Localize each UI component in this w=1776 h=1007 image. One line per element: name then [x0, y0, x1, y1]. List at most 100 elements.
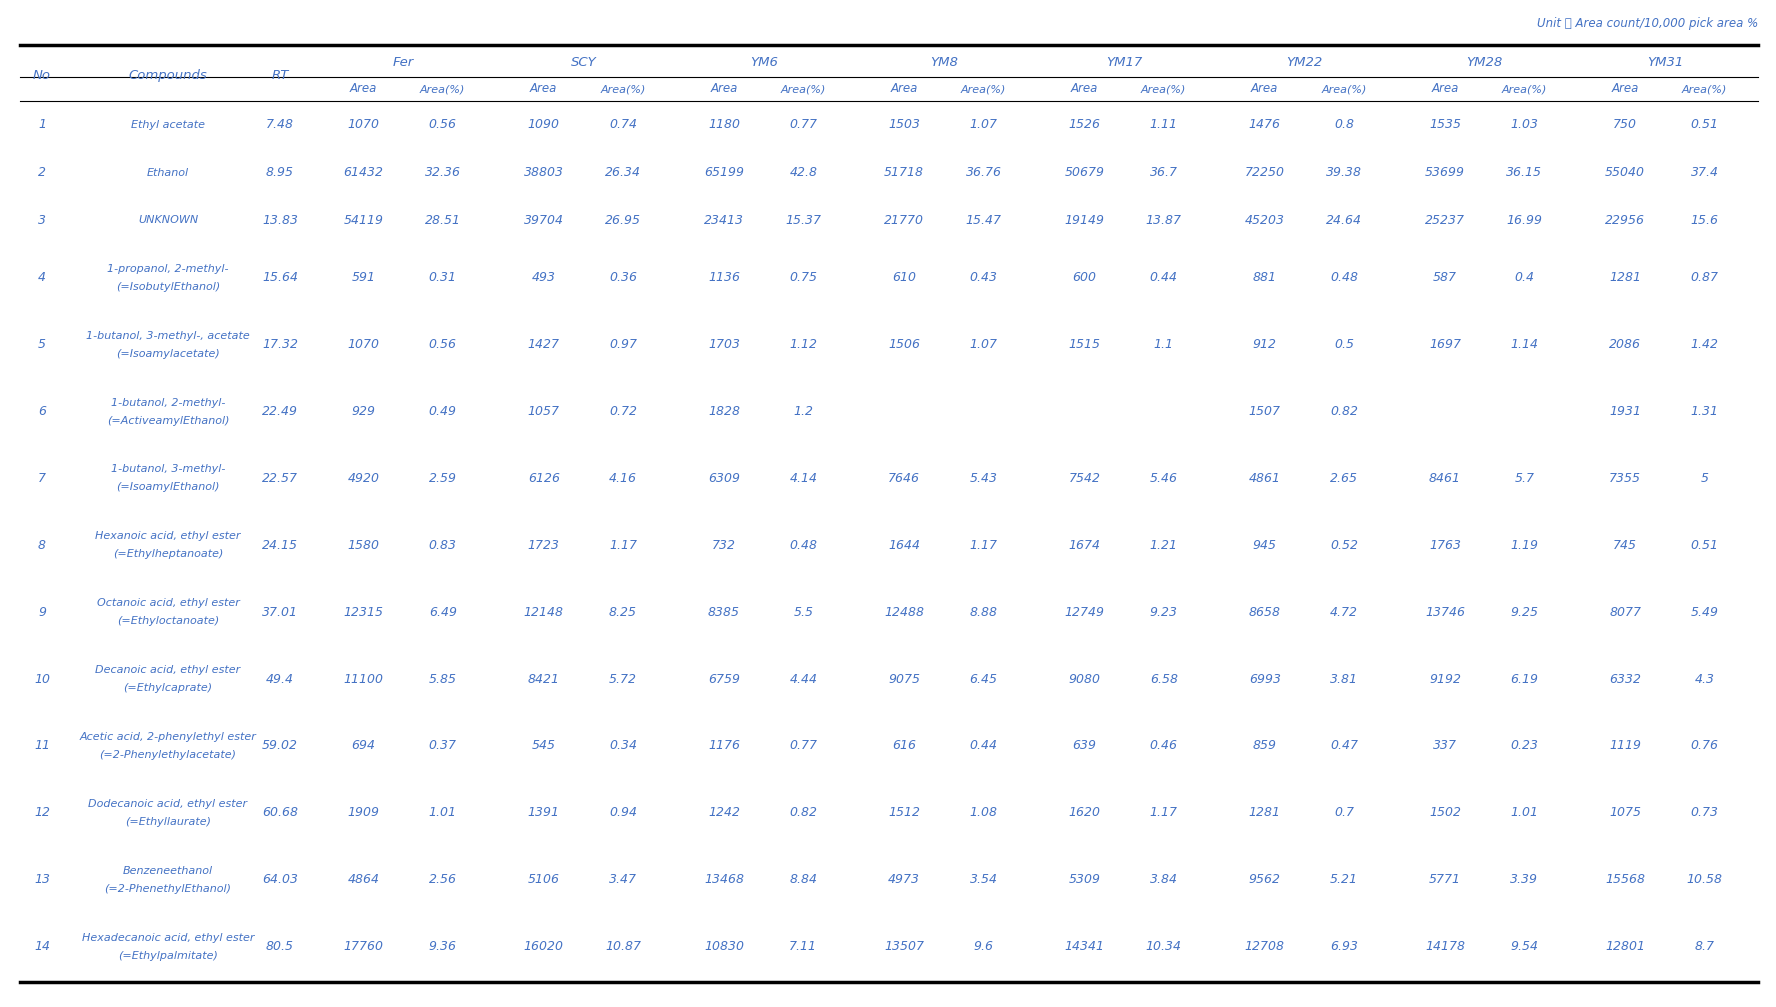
- Text: 6309: 6309: [709, 472, 741, 485]
- Text: 7.11: 7.11: [789, 941, 817, 953]
- Text: 13.87: 13.87: [1146, 213, 1181, 227]
- Text: (=Isoamylacetate): (=Isoamylacetate): [115, 348, 220, 358]
- Text: 881: 881: [1252, 271, 1277, 284]
- Text: 9.23: 9.23: [1149, 605, 1177, 618]
- Text: 3.47: 3.47: [609, 873, 638, 886]
- Text: 24.15: 24.15: [263, 539, 298, 552]
- Text: 0.73: 0.73: [1691, 807, 1719, 820]
- Text: Dodecanoic acid, ethyl ester: Dodecanoic acid, ethyl ester: [89, 799, 247, 809]
- Text: 15.37: 15.37: [785, 213, 821, 227]
- Text: 1763: 1763: [1430, 539, 1462, 552]
- Text: 6993: 6993: [1249, 673, 1280, 686]
- Text: 10.87: 10.87: [606, 941, 641, 953]
- Text: 1090: 1090: [527, 119, 559, 131]
- Text: 694: 694: [352, 739, 375, 752]
- Text: 1-butanol, 3-methyl-: 1-butanol, 3-methyl-: [110, 464, 226, 474]
- Text: 11100: 11100: [343, 673, 384, 686]
- Text: 0.56: 0.56: [428, 338, 456, 351]
- Text: 0.82: 0.82: [1330, 405, 1359, 418]
- Text: 3.84: 3.84: [1149, 873, 1177, 886]
- Text: 4864: 4864: [348, 873, 380, 886]
- Text: 0.5: 0.5: [1334, 338, 1353, 351]
- Text: 0.47: 0.47: [1330, 739, 1359, 752]
- Text: Area: Area: [890, 83, 918, 96]
- Text: Area(%): Area(%): [1501, 84, 1547, 94]
- Text: Benzeneethanol: Benzeneethanol: [123, 866, 213, 876]
- Text: 6.19: 6.19: [1510, 673, 1538, 686]
- Text: 0.87: 0.87: [1691, 271, 1719, 284]
- Text: 10830: 10830: [703, 941, 744, 953]
- Text: 0.37: 0.37: [428, 739, 456, 752]
- Text: 1644: 1644: [888, 539, 920, 552]
- Text: 38803: 38803: [524, 166, 563, 179]
- Text: 5: 5: [1701, 472, 1709, 485]
- Text: 1176: 1176: [709, 739, 741, 752]
- Text: 7355: 7355: [1609, 472, 1641, 485]
- Text: 1119: 1119: [1609, 739, 1641, 752]
- Text: Acetic acid, 2-phenylethyl ester: Acetic acid, 2-phenylethyl ester: [80, 732, 256, 742]
- Text: 42.8: 42.8: [789, 166, 817, 179]
- Text: 1723: 1723: [527, 539, 559, 552]
- Text: 1391: 1391: [527, 807, 559, 820]
- Text: 859: 859: [1252, 739, 1277, 752]
- Text: 39.38: 39.38: [1327, 166, 1362, 179]
- Text: 53699: 53699: [1424, 166, 1465, 179]
- Text: (=Ethyllaurate): (=Ethyllaurate): [124, 817, 211, 827]
- Text: 493: 493: [531, 271, 556, 284]
- Text: (=ActiveamylEthanol): (=ActiveamylEthanol): [107, 416, 229, 426]
- Text: 1.2: 1.2: [794, 405, 813, 418]
- Text: YM17: YM17: [1106, 55, 1142, 68]
- Text: (=IsobutylEthanol): (=IsobutylEthanol): [115, 282, 220, 292]
- Text: 0.51: 0.51: [1691, 119, 1719, 131]
- Text: Area: Area: [1431, 83, 1458, 96]
- Text: 1512: 1512: [888, 807, 920, 820]
- Text: 7646: 7646: [888, 472, 920, 485]
- Text: 8.25: 8.25: [609, 605, 638, 618]
- Text: 9.25: 9.25: [1510, 605, 1538, 618]
- Text: 12708: 12708: [1245, 941, 1284, 953]
- Text: 28.51: 28.51: [424, 213, 460, 227]
- Text: 12749: 12749: [1064, 605, 1105, 618]
- Text: 5: 5: [37, 338, 46, 351]
- Text: 1703: 1703: [709, 338, 741, 351]
- Text: 0.75: 0.75: [789, 271, 817, 284]
- Text: YM8: YM8: [931, 55, 957, 68]
- Text: 1070: 1070: [348, 338, 380, 351]
- Text: 5.72: 5.72: [609, 673, 638, 686]
- Text: 6: 6: [37, 405, 46, 418]
- Text: 0.52: 0.52: [1330, 539, 1359, 552]
- Text: 1180: 1180: [709, 119, 741, 131]
- Text: No: No: [34, 69, 52, 82]
- Text: 36.7: 36.7: [1149, 166, 1177, 179]
- Text: 6332: 6332: [1609, 673, 1641, 686]
- Text: 6126: 6126: [527, 472, 559, 485]
- Text: 587: 587: [1433, 271, 1456, 284]
- Text: 1.01: 1.01: [428, 807, 456, 820]
- Text: 4.16: 4.16: [609, 472, 638, 485]
- Text: 4973: 4973: [888, 873, 920, 886]
- Text: 13: 13: [34, 873, 50, 886]
- Text: Area: Area: [350, 83, 377, 96]
- Text: 19149: 19149: [1064, 213, 1105, 227]
- Text: 15.6: 15.6: [1691, 213, 1719, 227]
- Text: 4: 4: [37, 271, 46, 284]
- Text: 1580: 1580: [348, 539, 380, 552]
- Text: 8.88: 8.88: [970, 605, 998, 618]
- Text: 0.49: 0.49: [428, 405, 456, 418]
- Text: 1.31: 1.31: [1691, 405, 1719, 418]
- Text: 1.07: 1.07: [970, 119, 998, 131]
- Text: 6.93: 6.93: [1330, 941, 1359, 953]
- Text: 12488: 12488: [884, 605, 924, 618]
- Text: Area(%): Area(%): [421, 84, 465, 94]
- Text: 0.31: 0.31: [428, 271, 456, 284]
- Text: 8461: 8461: [1430, 472, 1462, 485]
- Text: 0.46: 0.46: [1149, 739, 1177, 752]
- Text: 26.95: 26.95: [606, 213, 641, 227]
- Text: 1.08: 1.08: [970, 807, 998, 820]
- Text: 745: 745: [1613, 539, 1637, 552]
- Text: 36.15: 36.15: [1506, 166, 1542, 179]
- Text: Area(%): Area(%): [1321, 84, 1368, 94]
- Text: 64.03: 64.03: [263, 873, 298, 886]
- Text: 1502: 1502: [1430, 807, 1462, 820]
- Text: YM6: YM6: [749, 55, 778, 68]
